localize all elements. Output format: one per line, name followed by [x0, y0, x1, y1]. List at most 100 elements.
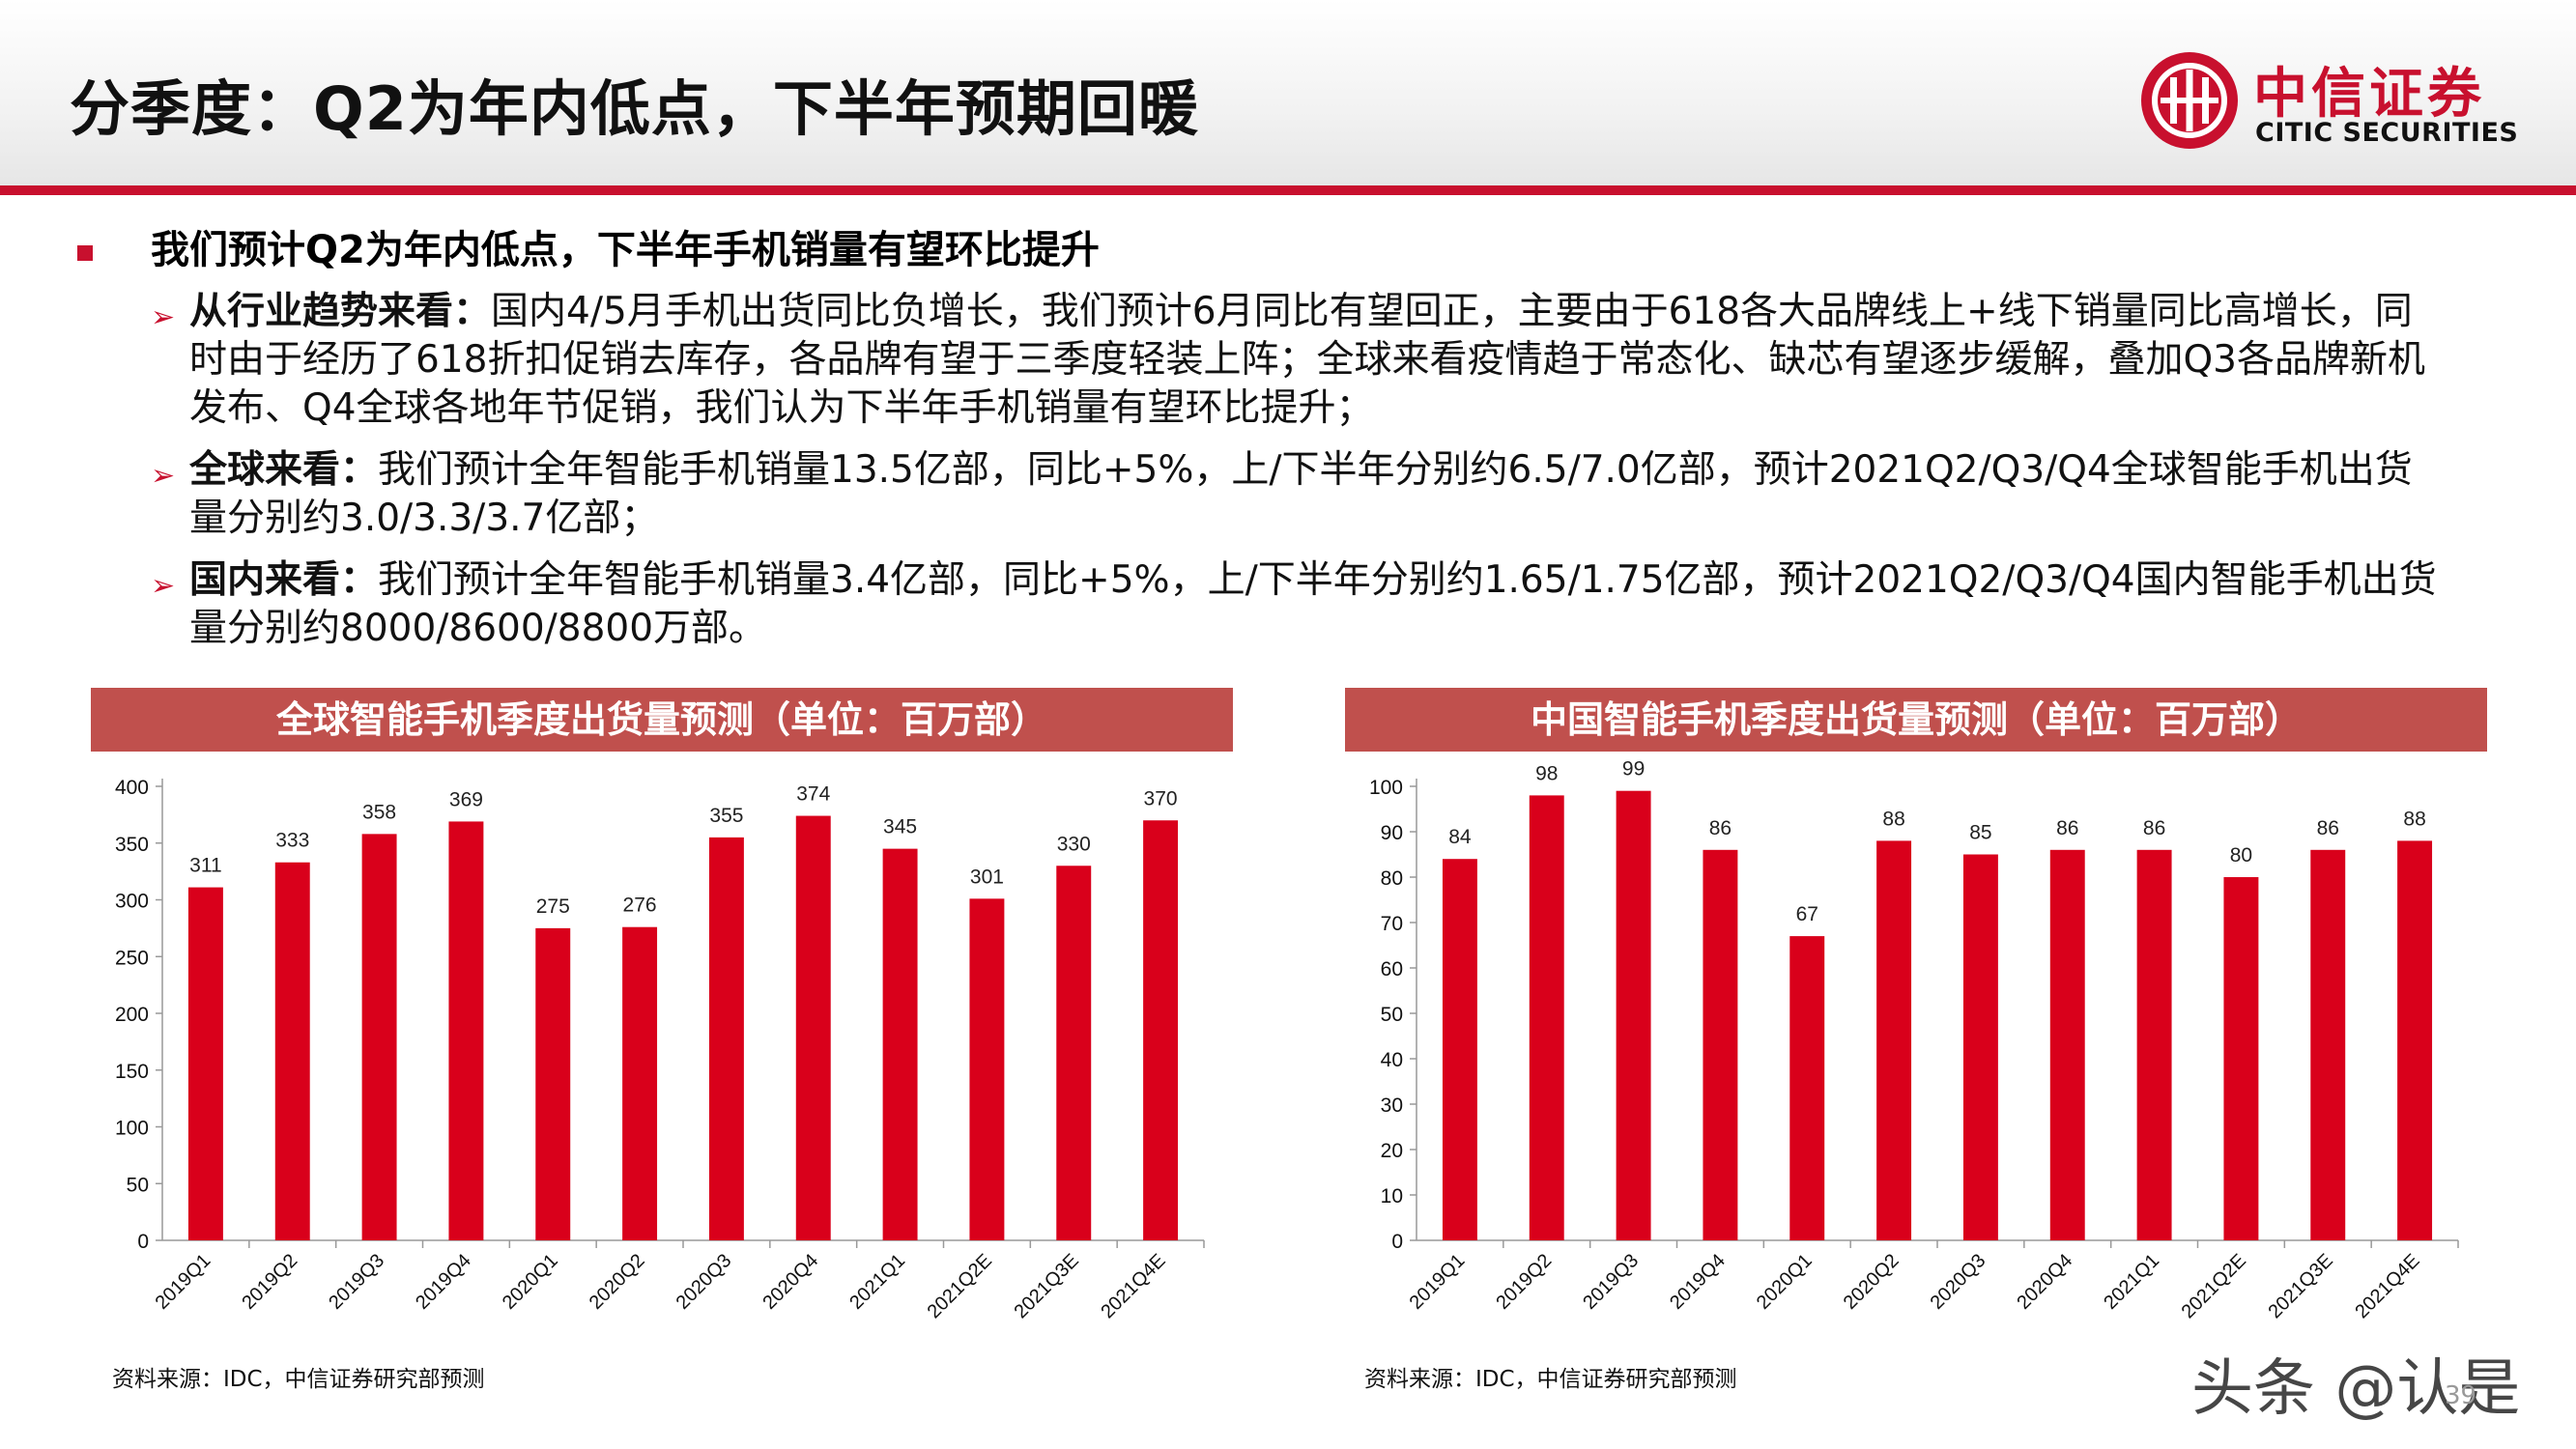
- bar: [187, 887, 223, 1240]
- x-tick-label: 2019Q4: [412, 1250, 475, 1314]
- bar: [622, 926, 658, 1240]
- x-tick-label: 2021Q4E: [2351, 1250, 2423, 1322]
- x-tick-label: 2021Q2E: [2178, 1250, 2250, 1322]
- bar: [2310, 849, 2346, 1240]
- watermark: 头条 @认是: [2191, 1353, 2521, 1425]
- bar: [1616, 790, 1651, 1240]
- sub-bullet-text: 我们预计全年智能手机销量13.5亿部，同比+5%，上/下半年分别约6.5/7.0…: [189, 448, 2413, 540]
- bar: [274, 862, 310, 1240]
- china-chart-title: 中国智能手机季度出货量预测（单位：百万部）: [1345, 688, 2487, 752]
- x-tick-label: 2021Q1: [2100, 1250, 2163, 1314]
- x-tick-label: 2019Q3: [325, 1250, 388, 1314]
- bar: [361, 834, 397, 1240]
- bar: [882, 848, 918, 1240]
- china-shipments-chart: 0 10 20 30 40 50 60 70 80 90 100 84 2019Q1 98 2019Q2 99…: [1369, 758, 2459, 1322]
- data-label: 333: [275, 830, 309, 852]
- bar: [1529, 795, 1564, 1240]
- data-label: 311: [189, 855, 221, 877]
- arrow-bullet-icon: ➢: [151, 459, 176, 493]
- logo-english-name: CITIC SECURITIES: [2255, 118, 2519, 148]
- data-label: 86: [2317, 817, 2339, 839]
- y-tick-label: 150: [115, 1061, 149, 1083]
- data-label: 358: [362, 801, 396, 823]
- data-label: 370: [1144, 787, 1178, 810]
- y-tick-label: 100: [1369, 777, 1403, 799]
- x-tick-label: 2019Q1: [152, 1250, 215, 1314]
- y-tick-label: 20: [1381, 1140, 1403, 1162]
- y-tick-label: 200: [115, 1004, 149, 1026]
- x-tick-label: 2020Q4: [758, 1250, 822, 1314]
- china-chart-source: 资料来源：IDC，中信证券研究部预测: [1364, 1367, 1737, 1392]
- main-bullet-text: 我们预计Q2为年内低点，下半年手机销量有望环比提升: [151, 228, 1100, 272]
- x-tick-label: 2020Q2: [586, 1250, 649, 1314]
- citic-logo: 中信证券 CITIC SECURITIES: [2137, 46, 2518, 155]
- bar: [448, 821, 484, 1240]
- data-label: 374: [796, 783, 830, 806]
- x-tick-label: 2020Q3: [1927, 1250, 1990, 1314]
- y-tick-label: 50: [127, 1174, 149, 1196]
- sub-bullet-text: 我们预计全年智能手机销量3.4亿部，同比+5%，上/下半年分别约1.65/1.7…: [189, 558, 2437, 650]
- y-tick-label: 0: [137, 1231, 149, 1253]
- y-tick-label: 300: [115, 891, 149, 913]
- sub-bullet-text: 国内4/5月手机出货同比负增长，我们预计6月同比有望回正，主要由于618各大品牌…: [189, 290, 2425, 430]
- sub-bullet-industry: ➢ 从行业趋势来看：国内4/5月手机出货同比负增长，我们预计6月同比有望回正，主…: [70, 288, 2447, 433]
- bar: [1876, 840, 1912, 1240]
- arrow-bullet-icon: ➢: [151, 300, 176, 334]
- main-bullet: 我们预计Q2为年内低点，下半年手机销量有望环比提升: [70, 224, 2447, 276]
- data-label: 99: [1622, 758, 1645, 781]
- y-tick-label: 100: [115, 1118, 149, 1140]
- x-tick-label: 2021Q4E: [1097, 1250, 1169, 1322]
- y-tick-label: 250: [115, 947, 149, 969]
- global-chart-source: 资料来源：IDC，中信证券研究部预测: [112, 1367, 485, 1392]
- sub-bullet-domestic: ➢ 国内来看：我们预计全年智能手机销量3.4亿部，同比+5%，上/下半年分别约1…: [70, 556, 2447, 653]
- x-tick-label: 2020Q2: [1840, 1250, 1903, 1314]
- page-title: 分季度：Q2为年内低点，下半年预期回暖: [70, 73, 1199, 144]
- y-tick-label: 30: [1381, 1094, 1403, 1117]
- x-tick-label: 2021Q1: [845, 1250, 909, 1314]
- data-label: 88: [1882, 808, 1904, 830]
- x-tick-label: 2020Q4: [2013, 1250, 2076, 1314]
- x-tick-label: 2019Q1: [1406, 1250, 1470, 1314]
- data-label: 276: [623, 895, 657, 917]
- bar: [2223, 877, 2259, 1240]
- x-tick-label: 2021Q3E: [1010, 1250, 1082, 1322]
- x-tick-label: 2019Q4: [1666, 1250, 1730, 1314]
- logo-chinese-name: 中信证券: [2253, 63, 2485, 126]
- y-tick-label: 60: [1381, 958, 1403, 980]
- x-tick-label: 2019Q2: [1492, 1250, 1556, 1314]
- y-tick-label: 0: [1391, 1231, 1403, 1253]
- x-tick-label: 2020Q1: [499, 1250, 562, 1314]
- data-label: 67: [1796, 903, 1818, 925]
- data-label: 88: [2403, 808, 2425, 830]
- sub-bullet-global: ➢ 全球来看：我们预计全年智能手机销量13.5亿部，同比+5%，上/下半年分别约…: [70, 446, 2447, 543]
- x-tick-label: 2021Q2E: [924, 1250, 996, 1322]
- arrow-bullet-icon: ➢: [151, 569, 176, 603]
- x-tick-label: 2020Q1: [1753, 1250, 1817, 1314]
- data-label: 98: [1535, 762, 1558, 784]
- header-divider: [0, 185, 2576, 195]
- bar: [1789, 936, 1825, 1240]
- bar: [2049, 849, 2085, 1240]
- data-label: 84: [1448, 826, 1472, 848]
- bar: [1703, 849, 1738, 1240]
- page-number: 39: [2445, 1381, 2477, 1410]
- bar: [708, 837, 744, 1240]
- y-tick-label: 400: [115, 777, 149, 799]
- data-label: 85: [1969, 822, 1991, 844]
- x-tick-label: 2019Q3: [1579, 1250, 1643, 1314]
- bar: [1056, 866, 1092, 1240]
- data-label: 275: [536, 895, 570, 918]
- bar: [2397, 840, 2433, 1240]
- data-label: 301: [970, 866, 1004, 888]
- data-label: 369: [449, 788, 483, 810]
- y-tick-label: 90: [1381, 822, 1403, 844]
- bar: [2136, 849, 2172, 1240]
- data-label: 330: [1057, 833, 1091, 855]
- data-label: 345: [883, 816, 917, 838]
- bar: [969, 898, 1005, 1240]
- bar: [795, 815, 831, 1240]
- sub-bullet-lead: 国内来看：: [189, 558, 379, 602]
- y-tick-label: 70: [1381, 913, 1403, 935]
- x-tick-label: 2020Q3: [673, 1250, 736, 1314]
- data-label: 86: [1709, 817, 1732, 839]
